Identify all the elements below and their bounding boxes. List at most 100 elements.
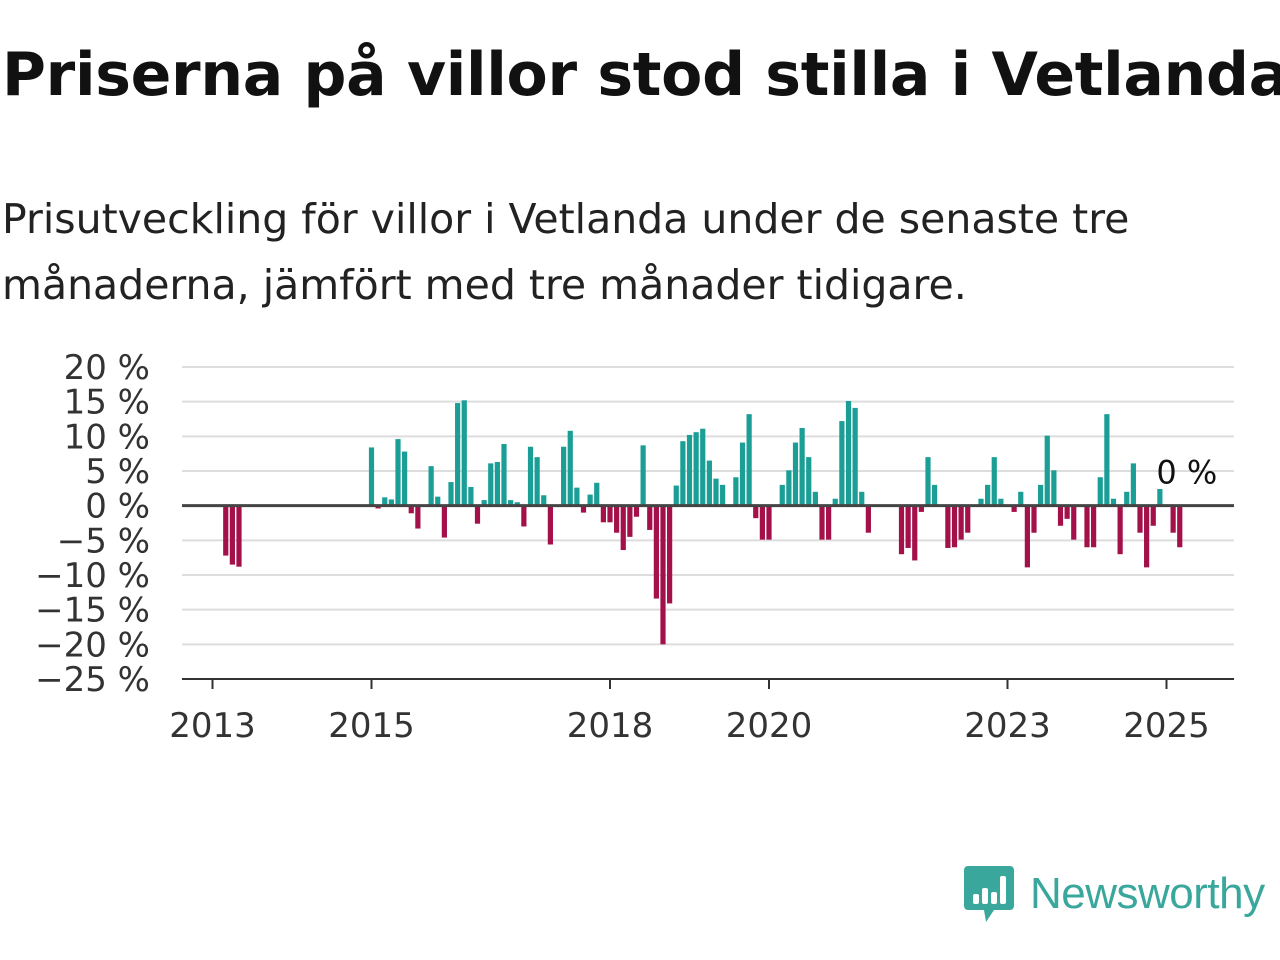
bar: [925, 457, 931, 506]
y-axis-labels: 20 %15 %10 %5 %0 %−5 %−10 %−15 %−20 %−25…: [35, 348, 150, 700]
y-tick-label: −25 %: [35, 660, 150, 700]
bar: [1157, 489, 1163, 506]
bar: [998, 498, 1004, 506]
bar: [600, 505, 606, 523]
bar: [395, 439, 401, 506]
x-tick-label: 2025: [1123, 706, 1210, 740]
page-subtitle: Prisutveckling för villor i Vetlanda und…: [2, 195, 1130, 309]
bar: [534, 457, 540, 506]
bar: [700, 428, 706, 506]
bar: [521, 505, 527, 527]
bar: [574, 487, 580, 506]
bar: [428, 466, 434, 506]
bar: [898, 505, 905, 555]
bar: [1177, 505, 1183, 548]
bar: [653, 505, 659, 599]
y-tick-label: −20 %: [35, 625, 150, 665]
bar-chart-speech-bubble-icon: [964, 866, 1014, 922]
bar: [1038, 484, 1044, 506]
bar: [958, 505, 964, 540]
bar: [1024, 505, 1030, 568]
bar: [1124, 491, 1130, 506]
bar: [1117, 505, 1123, 555]
bar: [481, 500, 487, 506]
y-tick-label: 0 %: [85, 487, 150, 527]
bar: [620, 505, 626, 551]
bar: [547, 505, 553, 545]
x-tick-label: 2020: [726, 706, 813, 740]
bar: [759, 505, 765, 540]
bar: [753, 505, 759, 519]
bar: [435, 496, 441, 506]
bar: [746, 414, 752, 506]
bar: [223, 505, 229, 556]
bar: [978, 498, 984, 506]
bar: [627, 505, 633, 537]
bar: [607, 505, 613, 523]
bar: [1097, 477, 1103, 506]
y-tick-label: −15 %: [35, 591, 150, 631]
bar: [839, 421, 845, 506]
bar: [1031, 505, 1037, 533]
bar: [441, 505, 447, 538]
bar: [667, 505, 673, 604]
bar: [991, 457, 997, 506]
bar: [1057, 505, 1064, 526]
bar: [905, 505, 911, 548]
bar: [1144, 505, 1150, 568]
bar: [965, 505, 971, 533]
bar: [845, 400, 852, 506]
bar: [932, 484, 938, 506]
bar: [799, 428, 805, 506]
bar: [1091, 505, 1097, 548]
y-tick-label: 5 %: [85, 452, 150, 492]
bar: [686, 434, 693, 506]
bar: [580, 505, 587, 513]
bar: [779, 484, 785, 506]
bar: [945, 505, 951, 548]
bar: [766, 505, 772, 540]
bar: [587, 494, 593, 506]
bar: [852, 407, 858, 506]
bar: [951, 505, 958, 548]
bar: [594, 482, 600, 506]
x-tick-label: 2023: [964, 706, 1051, 740]
bar: [1044, 435, 1050, 506]
bar: [229, 505, 235, 565]
bar: [1011, 505, 1017, 512]
y-tick-label: −10 %: [35, 556, 150, 596]
bar: [733, 477, 739, 506]
bar: [673, 485, 679, 506]
bar: [514, 502, 520, 506]
bar: [786, 470, 792, 506]
bar: [640, 445, 646, 506]
x-tick-label: 2018: [567, 706, 654, 740]
x-axis-ticks: 2013 2015 2018 2020 2023 2025: [169, 679, 1210, 740]
bar: [527, 446, 534, 506]
bar-chart: 20 %15 %10 %5 %0 %−5 %−10 %−15 %−20 %−25…: [35, 348, 1234, 740]
bar: [720, 484, 726, 506]
bar: [408, 505, 414, 514]
bar: [1130, 463, 1136, 506]
bar: [567, 430, 573, 506]
bar: [236, 505, 242, 567]
bar: [633, 505, 640, 517]
x-tick-label: 2013: [169, 706, 256, 740]
bar: [1104, 414, 1110, 506]
bar: [660, 505, 666, 645]
bar: [508, 500, 514, 506]
bar: [985, 484, 991, 506]
bar: [647, 505, 653, 530]
bar: [1170, 505, 1176, 533]
bar: [415, 505, 421, 529]
bar: [706, 460, 712, 506]
bar: [402, 451, 408, 506]
bar: [368, 447, 375, 506]
bar: [461, 400, 467, 506]
page-title: Priserna på villor stod stilla i Vetland…: [2, 40, 1280, 110]
brand-name: Newsworthy: [1030, 869, 1265, 918]
bar: [468, 486, 474, 506]
bar: [1110, 498, 1117, 506]
bar: [713, 478, 719, 506]
bar: [693, 432, 699, 506]
